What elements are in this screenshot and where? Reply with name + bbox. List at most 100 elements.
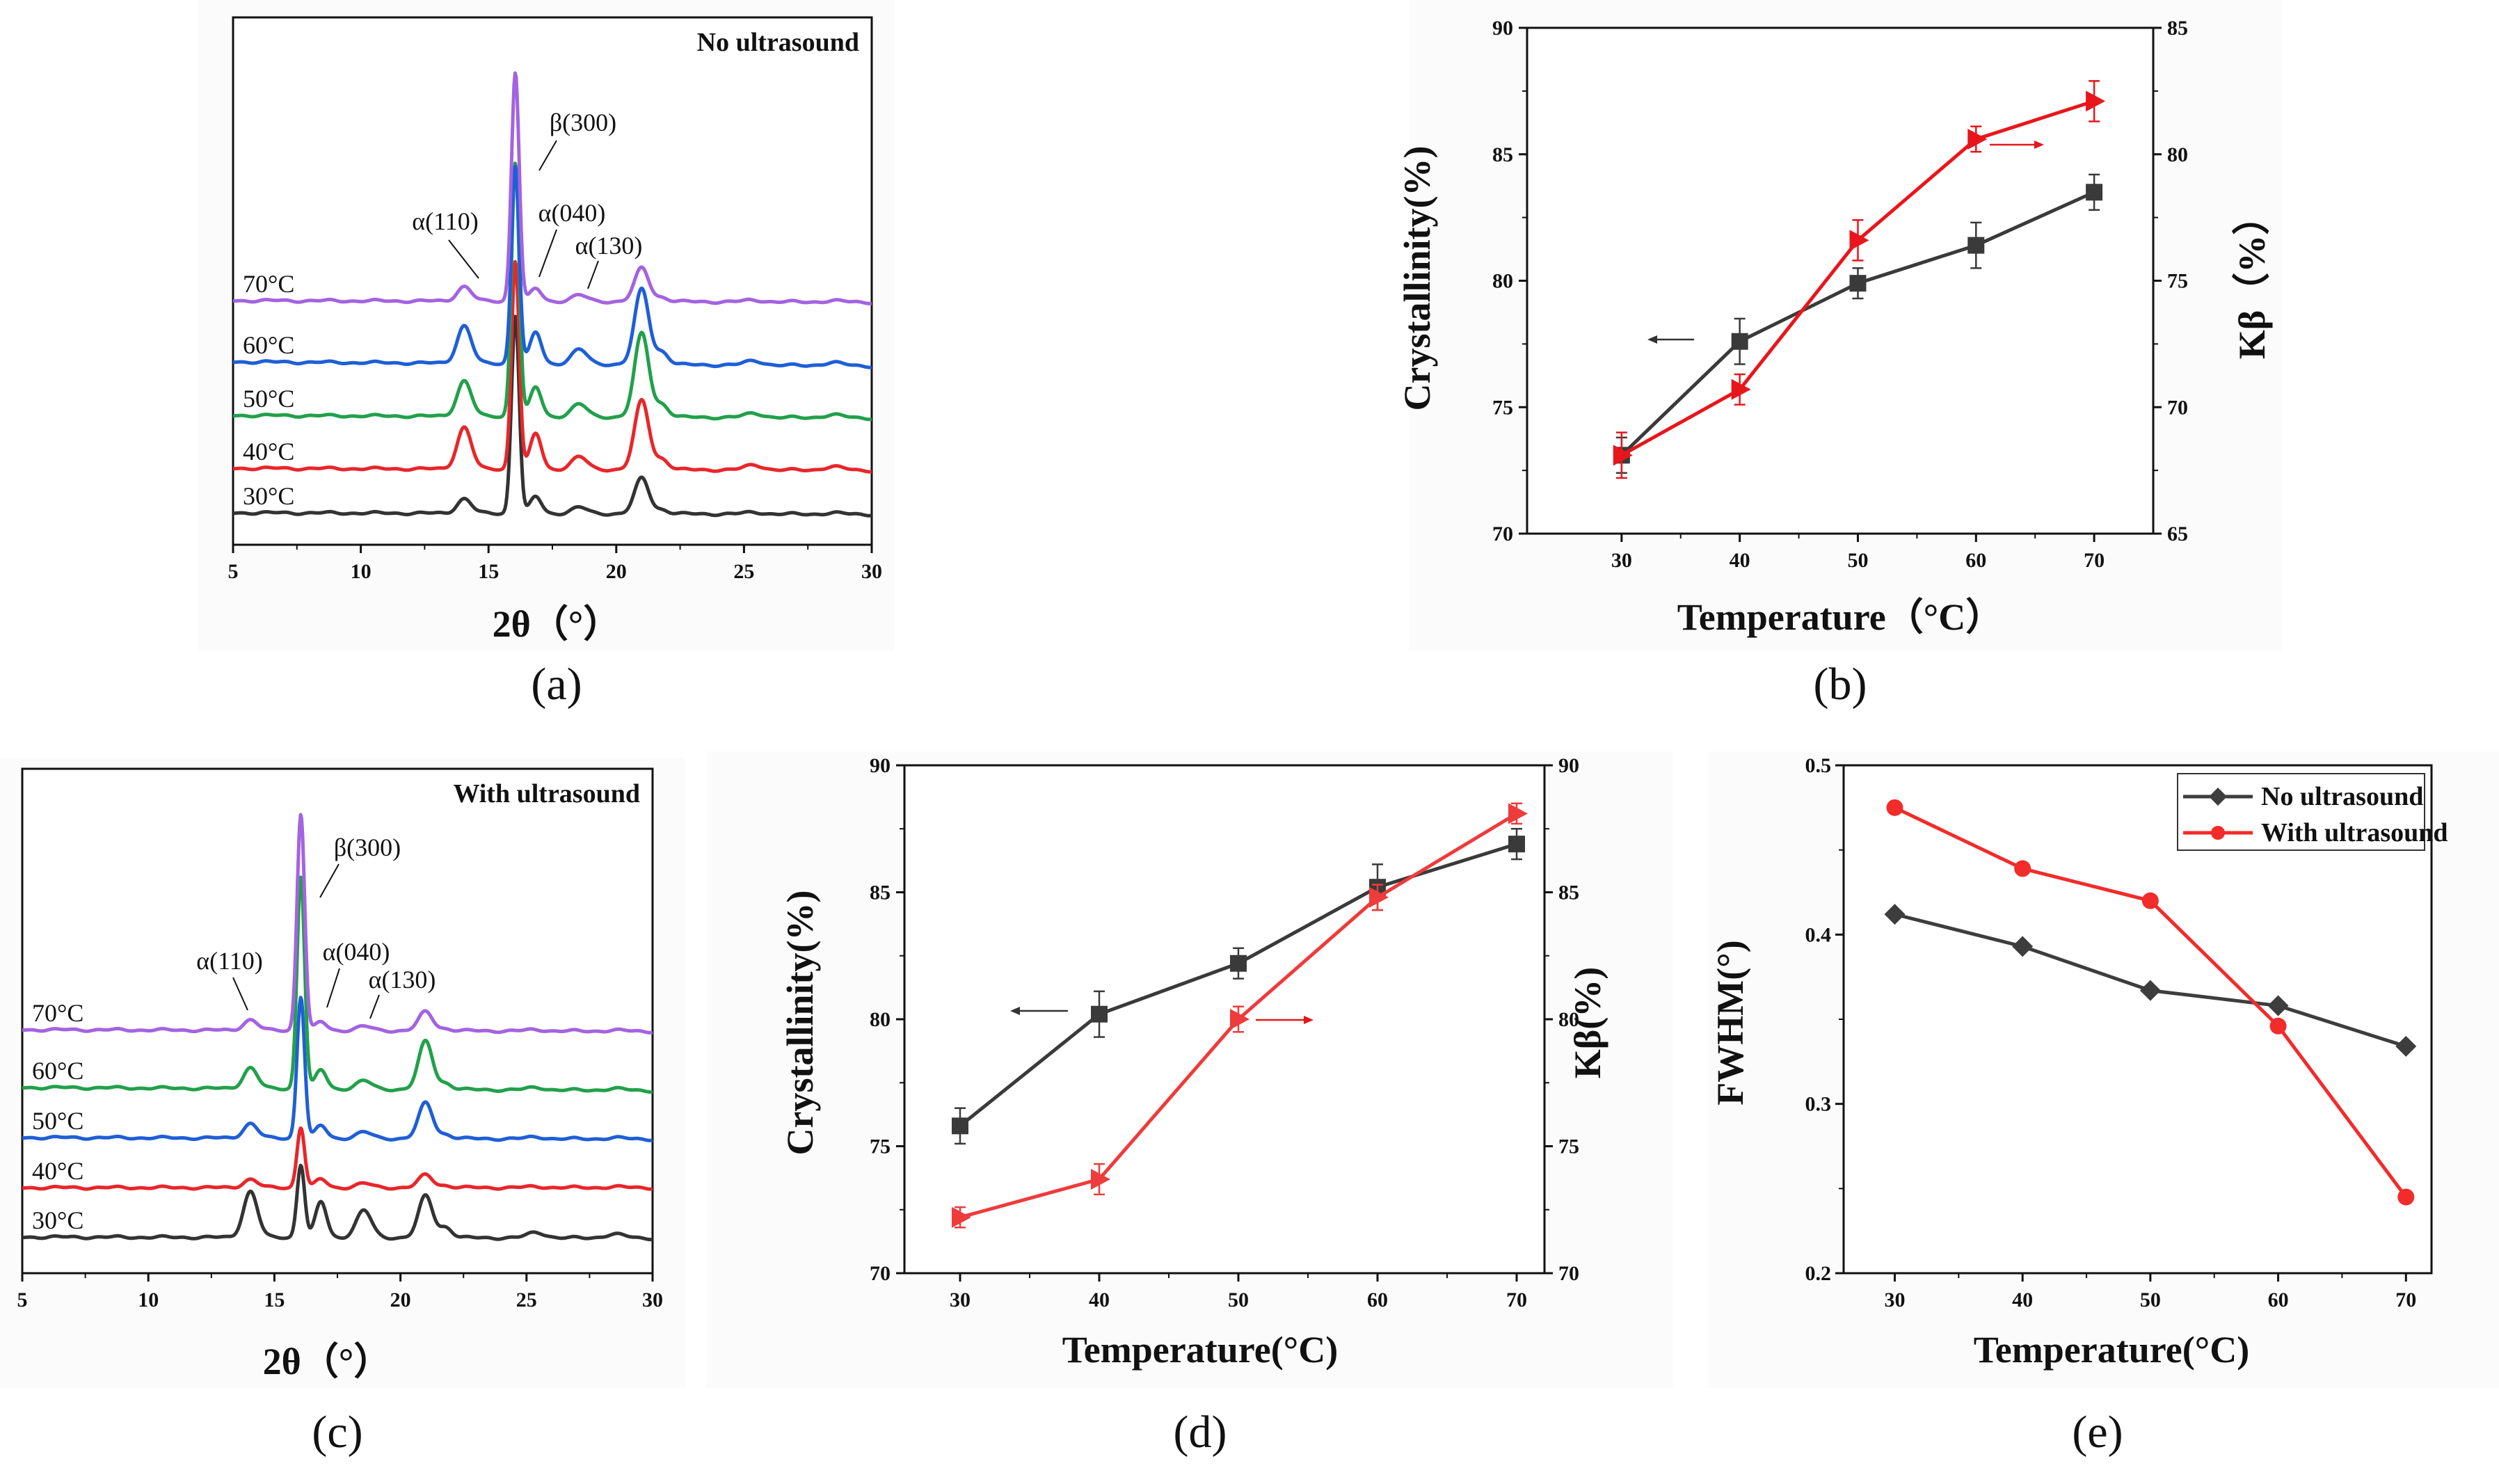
x-tick-label: 30 <box>950 1288 971 1311</box>
x-tick-label: 40 <box>1730 549 1750 572</box>
x-tick-label: 10 <box>351 560 372 583</box>
data-point <box>952 1206 971 1228</box>
x-tick-label: 50 <box>1228 1288 1249 1311</box>
data-point <box>2209 788 2227 806</box>
y-right-tick-label: 70 <box>1558 1262 1579 1285</box>
data-point <box>2139 980 2161 1001</box>
x-tick-label: 30 <box>1884 1288 1905 1311</box>
chart-panel-b: 30 40 50 60 70 Temperature（°C） (b) 70 75 80 85 90 65… <box>1396 0 2282 710</box>
series-label: 40°C <box>32 1157 83 1185</box>
y-right-tick-label: 75 <box>2167 270 2188 293</box>
data-point <box>2211 826 2225 840</box>
data-point <box>2014 860 2031 877</box>
data-point <box>2395 1035 2417 1057</box>
series-line-30°C <box>21 1163 654 1242</box>
y-right-axis-label: Kβ(%) <box>1567 967 1608 1078</box>
x-tick-label: 40 <box>2012 1288 2033 1311</box>
data-point <box>1967 237 1985 254</box>
y-tick-label: 80 <box>870 1008 891 1031</box>
data-point <box>1731 378 1751 400</box>
series-line-60°C <box>232 165 872 369</box>
data-point <box>1886 799 1903 816</box>
data-point <box>1849 275 1867 292</box>
data-point <box>2086 90 2106 112</box>
x-tick-label: 30 <box>1611 549 1632 572</box>
series-line-60°C <box>21 875 654 1094</box>
legend-label: No ultrasound <box>2261 782 2423 811</box>
series-label: 30°C <box>243 482 294 510</box>
y-right-axis-label: Kβ（%） <box>2231 198 2273 359</box>
y-tick-label: 85 <box>870 881 891 904</box>
x-tick-label: 5 <box>17 1288 28 1311</box>
y-tick-label: 70 <box>870 1262 891 1285</box>
x-axis-label: 2θ（°） <box>263 1341 392 1382</box>
x-tick-label: 60 <box>1965 549 1986 572</box>
y-tick-label: 90 <box>870 754 891 777</box>
series-line-50°C <box>232 161 872 422</box>
y-right-tick-label: 80 <box>2167 143 2188 166</box>
y-tick-label: 75 <box>870 1135 891 1158</box>
x-tick-label: 15 <box>478 560 499 583</box>
y-tick-label: 0.2 <box>1805 1262 1832 1285</box>
data-point <box>1230 1009 1250 1030</box>
x-tick-label: 20 <box>390 1288 411 1311</box>
y-tick-label: 0.5 <box>1805 754 1832 777</box>
peak-arrow <box>538 229 557 278</box>
y-right-tick-label: 65 <box>2167 522 2188 545</box>
peak-arrow <box>232 977 248 1011</box>
data-point <box>1508 836 1525 853</box>
chart-panel-d: 30 40 50 60 70 Temperature(°C) (d) 70 75 80 85 90 70… <box>706 751 1673 1458</box>
x-tick-label: 50 <box>2140 1288 2161 1311</box>
y-right-tick-label: 70 <box>2167 396 2188 419</box>
x-tick-label: 15 <box>264 1288 285 1311</box>
data-point <box>2086 184 2103 201</box>
legend-label: With ultrasound <box>2261 818 2448 847</box>
data-point <box>1508 803 1528 824</box>
data-point <box>1613 445 1633 466</box>
data-point <box>1091 1005 1108 1023</box>
data-point <box>1230 955 1247 972</box>
x-tick-label: 20 <box>606 560 627 583</box>
peak-label: α(130) <box>369 966 436 994</box>
series-line-40°C <box>21 1126 654 1191</box>
series-line-40°C <box>232 260 872 474</box>
y-tick-label: 80 <box>1492 270 1513 293</box>
y-right-tick-label: 85 <box>1558 881 1579 904</box>
peak-arrow <box>319 863 340 898</box>
plot-frame <box>903 764 1546 1275</box>
x-tick-label: 30 <box>642 1288 663 1311</box>
chart-panel-c: 5 10 15 20 25 30 2θ（°） (c) With ultrasound 30°C 40… <box>0 758 685 1458</box>
y-axis-label: Crystallinity(%) <box>1396 146 1438 411</box>
x-tick-label: 30 <box>861 560 882 583</box>
chart-panel-e: 30 40 50 60 70 Temperature(°C) (e) 0.2 0.3 0.4 0.5… <box>1708 751 2499 1458</box>
chart-title: With ultrasound <box>453 779 640 808</box>
x-tick-label: 10 <box>138 1288 159 1311</box>
panel-label: (a) <box>531 659 582 710</box>
series-label: 60°C <box>243 331 294 359</box>
data-point <box>1369 886 1389 908</box>
y-tick-label: 70 <box>1492 522 1513 545</box>
data-point <box>2397 1188 2415 1206</box>
series-line-70°C <box>232 71 872 305</box>
data-point <box>1731 333 1748 350</box>
x-axis-label: Temperature（°C） <box>1677 596 2004 638</box>
x-tick-label: 5 <box>228 560 239 583</box>
peak-label: β(300) <box>334 833 401 861</box>
panel-label: (b) <box>1814 659 1867 710</box>
peak-label: β(300) <box>550 109 616 136</box>
peak-arrow <box>448 239 479 279</box>
y-right-tick-label: 90 <box>1558 754 1579 777</box>
x-axis-label: 2θ（°） <box>493 603 621 645</box>
chart-title: No ultrasound <box>697 28 859 57</box>
y-tick-label: 0.4 <box>1805 923 1832 946</box>
axis-arrow-head <box>1647 335 1657 344</box>
data-point <box>2012 936 2034 957</box>
axis-arrow-head <box>1010 1007 1020 1015</box>
panel-label: (e) <box>2072 1407 2123 1458</box>
chart-panel-a: 5 10 15 20 25 30 2θ（°） (a) No ultrasound 30°C 40°C… <box>198 0 894 710</box>
axis-arrow-head <box>2034 141 2044 149</box>
data-point <box>952 1117 968 1135</box>
axis-arrow-head <box>1304 1016 1314 1024</box>
panel-label: (d) <box>1174 1407 1227 1458</box>
